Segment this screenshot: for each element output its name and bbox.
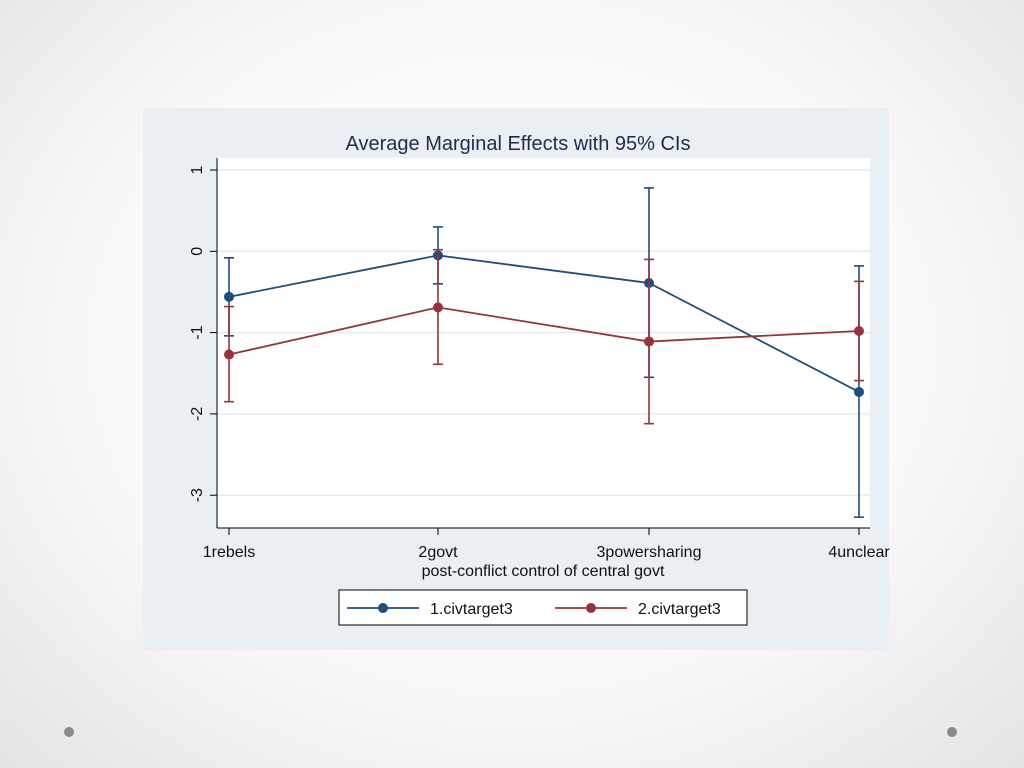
series-line <box>228 306 860 356</box>
y-tick-label: -3 <box>189 488 206 502</box>
data-point <box>224 291 234 302</box>
y-tick-label: -1 <box>189 325 206 339</box>
legend-marker <box>586 603 596 613</box>
chart-title: Average Marginal Effects with 95% CIs <box>346 133 691 155</box>
y-tick-label: 0 <box>189 247 206 256</box>
plot-area <box>217 158 870 528</box>
x-tick-label: 1rebels <box>203 544 255 561</box>
legend-label: 2.civtarget3 <box>638 601 721 618</box>
decorative-dot <box>947 727 957 737</box>
data-point <box>433 302 443 313</box>
y-tick-label: -2 <box>189 407 206 421</box>
data-point <box>224 349 234 360</box>
decorative-dot <box>64 727 74 737</box>
x-tick-label: 2govt <box>418 544 458 561</box>
x-tick-label: 4unclear <box>828 544 890 561</box>
legend-label: 1.civtarget3 <box>430 601 513 618</box>
series-line <box>228 254 860 393</box>
x-tick-label: 3powersharing <box>597 544 702 561</box>
data-point <box>854 386 864 397</box>
legend-marker <box>378 603 388 613</box>
data-point <box>644 336 654 347</box>
data-point <box>854 325 864 336</box>
x-axis-label: post-conflict control of central govt <box>422 563 665 580</box>
y-tick-label: 1 <box>189 165 206 174</box>
